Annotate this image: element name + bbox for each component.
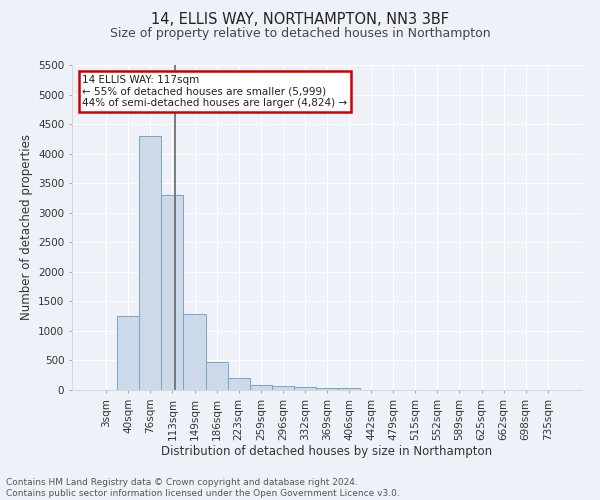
Bar — [139, 136, 161, 390]
Bar — [272, 386, 294, 390]
Bar — [316, 388, 338, 390]
X-axis label: Distribution of detached houses by size in Northampton: Distribution of detached houses by size … — [161, 446, 493, 458]
Bar — [184, 314, 206, 390]
Bar — [250, 384, 272, 390]
Bar — [161, 195, 184, 390]
Text: Size of property relative to detached houses in Northampton: Size of property relative to detached ho… — [110, 28, 490, 40]
Text: Contains HM Land Registry data © Crown copyright and database right 2024.
Contai: Contains HM Land Registry data © Crown c… — [6, 478, 400, 498]
Bar — [206, 362, 227, 390]
Text: 14, ELLIS WAY, NORTHAMPTON, NN3 3BF: 14, ELLIS WAY, NORTHAMPTON, NN3 3BF — [151, 12, 449, 28]
Bar — [338, 388, 360, 390]
Y-axis label: Number of detached properties: Number of detached properties — [20, 134, 32, 320]
Text: 14 ELLIS WAY: 117sqm
← 55% of detached houses are smaller (5,999)
44% of semi-de: 14 ELLIS WAY: 117sqm ← 55% of detached h… — [82, 74, 347, 108]
Bar — [227, 378, 250, 390]
Bar — [294, 387, 316, 390]
Bar — [117, 316, 139, 390]
